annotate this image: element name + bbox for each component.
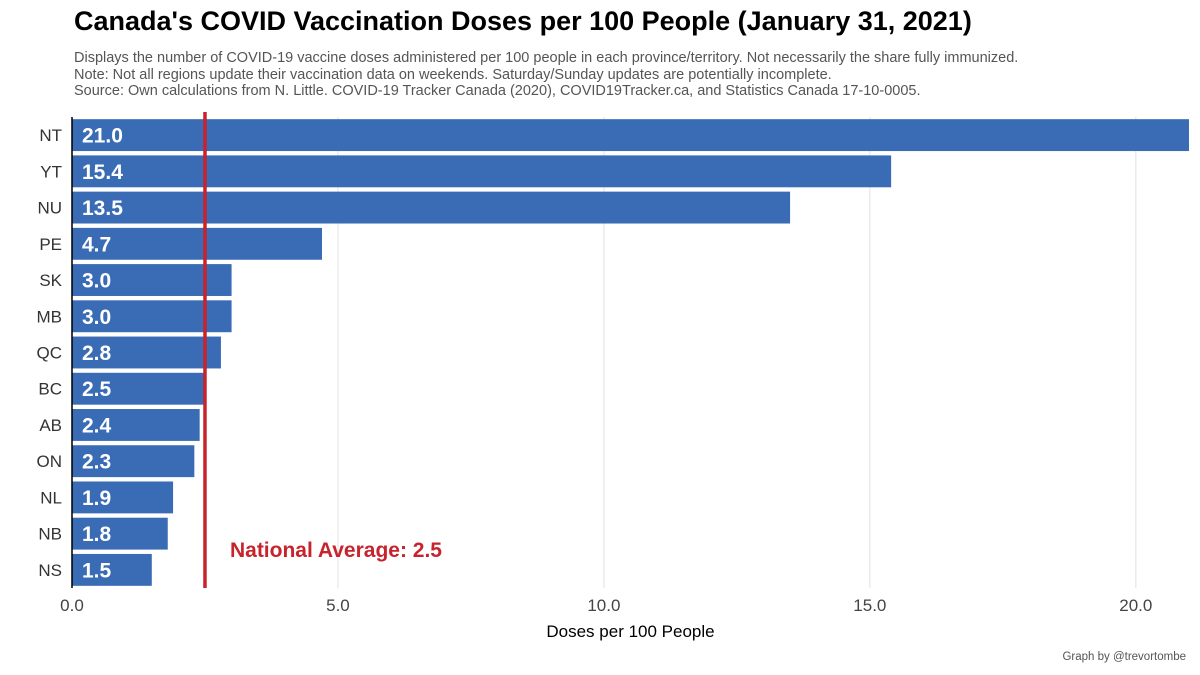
chart-title: Canada's COVID Vaccination Doses per 100…	[74, 6, 972, 36]
bar-value-label: 15.4	[82, 161, 123, 184]
y-tick-label: PE	[39, 235, 62, 254]
y-tick-label: NT	[39, 126, 62, 145]
bar	[72, 445, 195, 478]
bar	[72, 155, 892, 188]
reference-line-label: National Average: 2.5	[230, 539, 442, 562]
x-tick-label: 15.0	[853, 596, 886, 615]
y-tick-label: ON	[37, 452, 63, 471]
x-axis-label: Doses per 100 People	[546, 622, 714, 641]
y-tick-label: MB	[37, 307, 63, 326]
x-tick-label: 20.0	[1119, 596, 1152, 615]
bar	[72, 119, 1189, 152]
chart-subtitle: Displays the number of COVID-19 vaccine …	[74, 50, 1018, 100]
bar-value-label: 3.0	[82, 270, 111, 293]
chart-caption: Graph by @trevortombe	[1062, 651, 1186, 663]
y-tick-label: SK	[39, 271, 62, 290]
bar-value-label: 4.7	[82, 233, 111, 256]
bar-value-label: 13.5	[82, 197, 123, 220]
bar-value-label: 3.0	[82, 306, 111, 329]
y-tick-label: NL	[40, 488, 62, 507]
subtitle-line: Source: Own calculations from N. Little.…	[74, 83, 921, 99]
bar-value-label: 2.5	[82, 378, 112, 401]
bar	[72, 336, 221, 369]
bar	[72, 517, 168, 550]
bar-value-label: 2.3	[82, 451, 111, 474]
bar-value-label: 1.5	[82, 559, 112, 582]
x-tick-label: 5.0	[326, 596, 350, 615]
y-tick-label: NS	[38, 561, 62, 580]
y-tick-label: QC	[37, 344, 63, 363]
bar-value-label: 1.8	[82, 523, 112, 546]
y-tick-label: YT	[40, 162, 62, 181]
bar	[72, 227, 322, 260]
bar	[72, 191, 791, 224]
bar-value-label: 1.9	[82, 487, 111, 510]
subtitle-line: Note: Not all regions update their vacci…	[74, 66, 832, 83]
bar	[72, 409, 200, 441]
bar	[72, 481, 174, 514]
bar-value-label: 21.0	[82, 125, 123, 148]
y-tick-label: AB	[39, 416, 62, 435]
x-tick-label: 0.0	[60, 596, 84, 615]
y-tick-label: BC	[38, 380, 62, 399]
subtitle-line: Displays the number of COVID-19 vaccine …	[74, 50, 1019, 66]
bar-value-label: 2.4	[82, 414, 112, 437]
bar	[72, 372, 205, 405]
y-tick-label: NB	[38, 525, 62, 544]
x-tick-label: 10.0	[587, 596, 620, 615]
bar-value-label: 2.8	[82, 342, 112, 365]
y-tick-label: NU	[37, 199, 62, 218]
bar	[72, 553, 152, 586]
